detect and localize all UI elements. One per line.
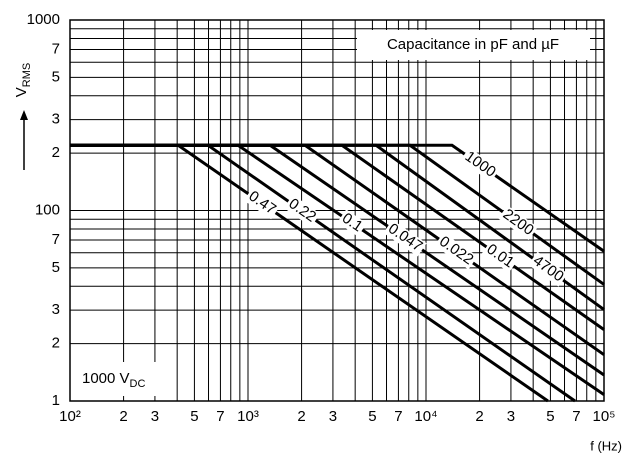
grid [69,19,605,402]
y-tick-label: 2 [52,144,60,161]
x-tick-label: 7 [572,408,580,425]
y-tick-label: 7 [52,40,60,57]
x-tick-label: 2 [297,408,305,425]
curve-label-bg [498,205,538,241]
curve-label-group: 1000 [460,147,500,183]
x-tick-label: 10⁵ [593,408,616,425]
curve-label: 0.1 [339,210,366,236]
y-tick-label: 3 [52,111,60,128]
x-tick-label: 3 [329,408,337,425]
y-tick-label: 7 [52,231,60,248]
curve [70,143,605,396]
curve-label-bg [383,219,427,257]
x-tick-label: 10⁴ [414,408,437,425]
x-tick-label: 5 [368,408,376,425]
curve [70,143,605,253]
x-tick-label: 7 [216,408,224,425]
x-axis-label: f (Hz) [590,438,622,453]
y-axis-label: VRMS [13,63,33,97]
y-tick-label: 100 [35,201,60,218]
curve [70,143,605,331]
legend-title: Capacitance in pF and µF [387,36,559,53]
annotation-main: 1000 V [82,370,130,387]
curve-label-bg [283,194,321,227]
curve-label-bg [460,147,500,183]
curve-label-bg [434,232,478,270]
x-tick-label: 5 [190,408,198,425]
y-label-main: V [13,87,30,97]
curve-label-bg [243,187,281,220]
annotation-box [76,362,174,396]
legend-box [357,30,590,60]
x-tick-label: 2 [475,408,483,425]
x-tick-label: 10² [59,408,81,425]
y-tick-label: 3 [52,301,60,318]
curve-label-bg [528,251,568,287]
plot-frame [69,19,605,402]
x-tick-label: 2 [119,408,127,425]
annotation: 1000 VDC [82,370,145,390]
y-tick-label: 2 [52,335,60,352]
curve-label-bg [337,209,367,237]
curve-label-group: 0.1 [337,209,367,237]
y-tick-label: 1000 [27,11,60,28]
curve-label-bg [481,240,519,273]
x-tick-label: 3 [507,408,515,425]
x-tick-label: 10³ [237,408,259,425]
y-tick-label: 5 [52,68,60,85]
x-tick-label: 7 [394,408,402,425]
y-tick-label: 5 [52,259,60,276]
y-tick-label: 1 [52,392,60,409]
curves [70,143,605,403]
curve-label-group: 0.47 [243,187,281,220]
x-tick-label: 3 [151,408,159,425]
annotation-sub: DC [130,378,146,390]
y-axis-arrowhead [20,110,28,120]
y-label-sub: RMS [21,63,33,87]
x-tick-label: 5 [546,408,554,425]
